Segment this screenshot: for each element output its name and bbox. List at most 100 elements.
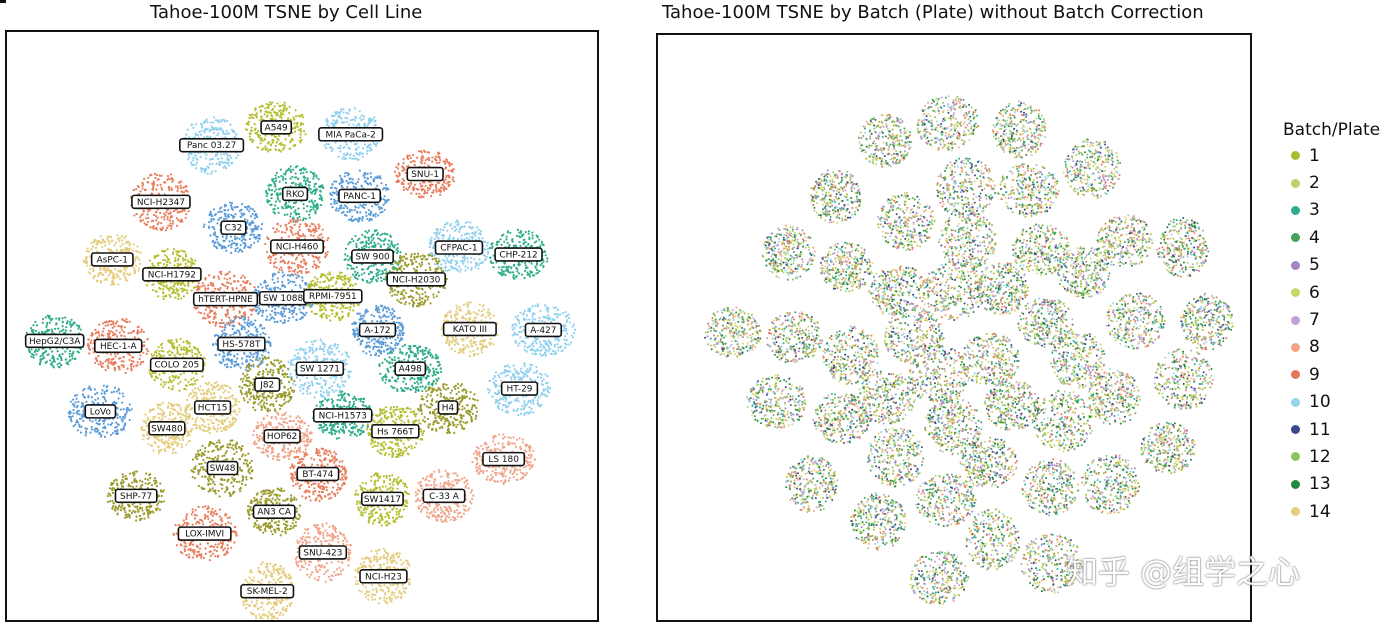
data-point (468, 232, 471, 235)
data-point (90, 248, 93, 251)
data-point (273, 212, 277, 215)
data-point (442, 237, 445, 240)
data-point (466, 260, 469, 263)
data-point (445, 182, 448, 185)
data-point (274, 257, 277, 260)
data-point (106, 267, 109, 270)
data-point (330, 186, 333, 190)
data-point (452, 236, 455, 239)
data-point (531, 237, 534, 240)
data-point (396, 167, 400, 170)
data-point (194, 259, 197, 262)
data-point (164, 229, 168, 232)
data-point (450, 267, 453, 270)
data-point (259, 110, 262, 113)
data-point (220, 120, 223, 123)
data-point (423, 150, 427, 153)
data-point (281, 104, 284, 107)
data-point (331, 148, 334, 151)
data-point (88, 255, 91, 258)
data-point (379, 304, 383, 307)
data-point (420, 300, 424, 303)
data-point (302, 307, 305, 310)
data-point (157, 262, 160, 265)
data-point (280, 141, 283, 144)
data-point (470, 256, 473, 259)
data-point (213, 244, 216, 248)
data-point (313, 200, 317, 203)
data-point (151, 264, 155, 267)
data-point (124, 247, 127, 250)
data-point (394, 338, 397, 341)
left-points-layer (24, 101, 577, 620)
data-point (151, 262, 154, 265)
data-point (256, 146, 259, 149)
data-point (334, 282, 337, 285)
data-point (188, 136, 191, 139)
data-point (158, 174, 161, 177)
data-point (360, 119, 363, 122)
data-point (297, 128, 300, 131)
data-point (230, 128, 234, 131)
data-point (340, 181, 343, 184)
data-point (275, 188, 278, 191)
data-point (448, 236, 451, 240)
data-point (119, 269, 123, 272)
data-point (334, 199, 337, 202)
data-point (353, 270, 357, 273)
data-point (299, 141, 302, 144)
data-point (382, 198, 385, 201)
data-point (316, 280, 319, 283)
data-point (227, 215, 230, 218)
data-point (320, 313, 323, 316)
data-point (412, 300, 415, 304)
data-point (352, 154, 356, 157)
data-point (370, 148, 373, 151)
data-point (317, 185, 321, 188)
data-point (210, 172, 213, 175)
data-point (387, 315, 390, 318)
data-point (179, 220, 182, 223)
data-point (389, 234, 392, 237)
data-point (522, 241, 525, 245)
data-point (185, 213, 188, 216)
data-point (471, 231, 474, 234)
data-point (141, 219, 144, 222)
data-point (256, 227, 259, 231)
data-point (291, 310, 294, 313)
data-point (419, 265, 422, 268)
data-point (240, 239, 243, 242)
data-point (340, 177, 343, 180)
data-point (418, 293, 421, 296)
data-point (239, 248, 242, 251)
data-point (246, 280, 249, 283)
data-point (361, 152, 364, 155)
data-point (294, 273, 297, 276)
data-point (397, 291, 400, 294)
data-point (271, 115, 274, 118)
data-point (353, 275, 356, 279)
data-point (210, 310, 213, 313)
data-point (206, 127, 209, 130)
data-point (430, 236, 433, 239)
data-point (349, 276, 352, 279)
data-point (257, 134, 260, 137)
data-point (239, 215, 242, 219)
data-point (431, 252, 434, 255)
data-point (476, 226, 479, 229)
data-point (297, 233, 300, 236)
data-point (304, 217, 308, 220)
data-point (100, 281, 103, 284)
data-point (370, 313, 373, 317)
data-point (274, 286, 277, 289)
data-point (162, 297, 165, 301)
data-point (273, 208, 276, 211)
data-point (230, 246, 233, 249)
data-point (407, 157, 410, 161)
data-point (297, 177, 300, 180)
data-point (283, 310, 286, 313)
data-point (413, 256, 416, 259)
data-point (233, 235, 237, 238)
data-point (424, 258, 427, 261)
data-point (160, 186, 163, 189)
